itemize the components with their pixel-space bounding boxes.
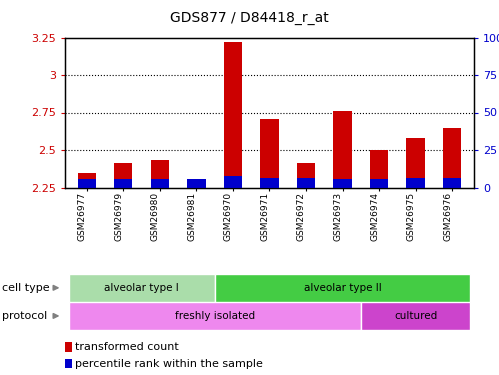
Bar (407, 138, 425, 188)
Bar (361, 302, 471, 330)
Bar (151, 160, 169, 188)
Bar (68, 274, 215, 302)
Text: alveolar type I: alveolar type I (104, 283, 179, 293)
Bar (260, 118, 278, 188)
Bar (443, 128, 461, 188)
Text: GDS877 / D84418_r_at: GDS877 / D84418_r_at (170, 11, 329, 25)
Bar (215, 274, 471, 302)
Bar (297, 164, 315, 188)
Bar (224, 176, 242, 188)
Bar (407, 178, 425, 188)
Text: freshly isolated: freshly isolated (175, 311, 254, 321)
Bar (297, 178, 315, 188)
Bar (114, 164, 132, 188)
Bar (78, 179, 96, 188)
Text: transformed count: transformed count (75, 342, 179, 352)
Bar (187, 179, 206, 188)
Text: alveolar type II: alveolar type II (304, 283, 381, 293)
Bar (443, 178, 461, 188)
Bar (370, 150, 388, 188)
Bar (68, 302, 361, 330)
Text: percentile rank within the sample: percentile rank within the sample (75, 359, 263, 369)
Bar (370, 179, 388, 188)
Bar (78, 172, 96, 188)
Text: protocol: protocol (2, 311, 48, 321)
Bar (260, 178, 278, 188)
Text: cell type: cell type (2, 283, 50, 293)
Bar (114, 178, 132, 188)
Bar (333, 111, 352, 188)
Bar (151, 179, 169, 188)
Text: cultured: cultured (394, 311, 437, 321)
Bar (224, 42, 242, 188)
Bar (187, 183, 206, 188)
Bar (333, 178, 352, 188)
